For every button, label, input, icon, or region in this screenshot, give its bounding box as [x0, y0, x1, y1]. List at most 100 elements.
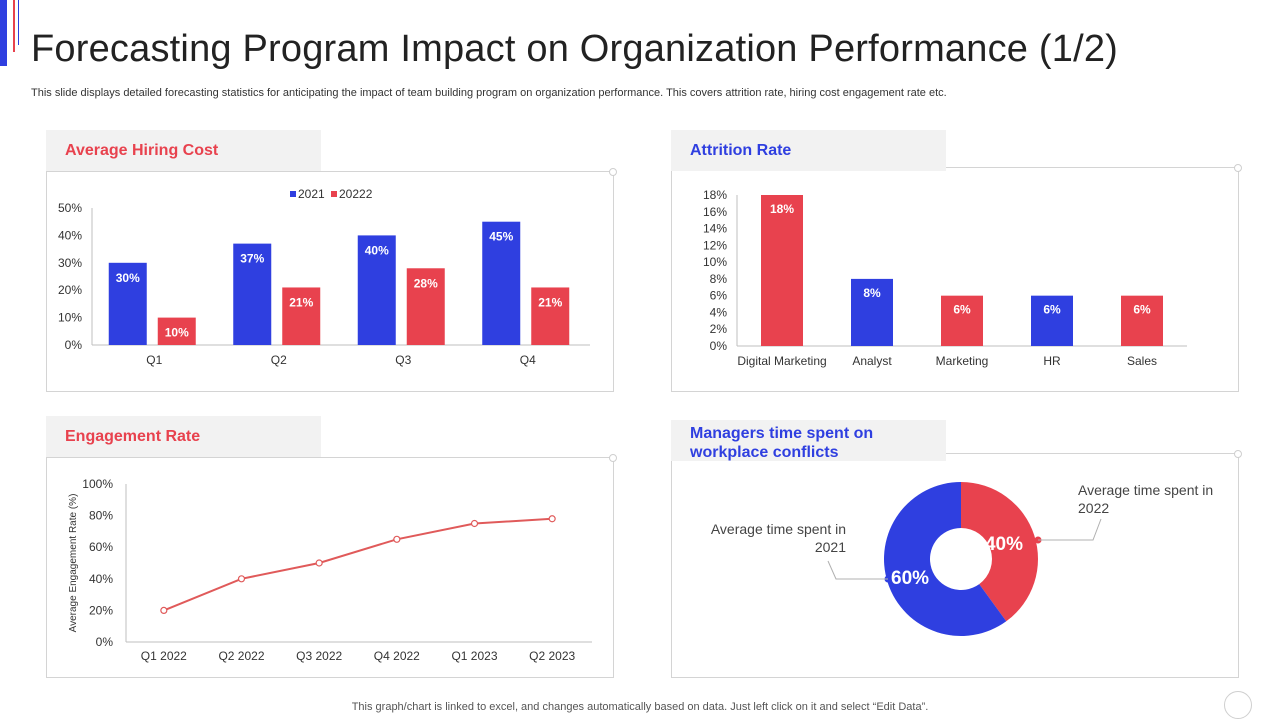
accent-line [13, 0, 15, 52]
y-tick-label: 16% [703, 205, 727, 219]
category-label-2022-line2: 2022 [1078, 500, 1109, 516]
bar-2021-Q2 [233, 243, 272, 345]
y-tick-label: 6% [710, 289, 728, 303]
legend-swatch-2021 [290, 191, 296, 197]
y-tick-label: 0% [65, 338, 83, 352]
y-tick-label: 20% [89, 603, 113, 617]
panel-corner-dot [1234, 450, 1242, 458]
x-tick-label: Q3 [395, 353, 411, 367]
data-label: 40% [365, 243, 389, 257]
leader-line-2021 [827, 560, 888, 580]
x-tick-label: Q1 [146, 353, 162, 367]
hiring-cost-title: Average Hiring Cost [65, 142, 219, 159]
data-point-Q4 2022 [393, 535, 401, 543]
data-label: 6% [1133, 303, 1151, 317]
y-tick-label: 12% [703, 238, 727, 252]
data-point-Q2 2022 [237, 575, 246, 583]
category-label-2022-line1: Average time spent in [1078, 482, 1213, 498]
data-label: 6% [953, 303, 971, 317]
y-tick-label: 2% [710, 322, 728, 336]
page-title: Forecasting Program Impact on Organizati… [31, 28, 1119, 70]
hiring-cost-header [46, 130, 321, 171]
data-label: 6% [1043, 303, 1061, 317]
attrition-header [671, 130, 946, 171]
accent-bar [0, 0, 7, 66]
data-label: 21% [538, 295, 562, 309]
y-tick-label: 60% [89, 540, 113, 554]
engagement-header [46, 416, 321, 457]
category-label-2021-line1: Average time spent in [711, 521, 846, 537]
x-tick-label: HR [1043, 354, 1061, 368]
bar-Digital Marketing [761, 195, 803, 346]
bar-Sales [1121, 295, 1163, 346]
y-tick-label: 30% [58, 256, 82, 270]
y-tick-label: 18% [703, 188, 727, 202]
donut-slice-2021 [884, 482, 1007, 636]
data-label: 10% [165, 326, 189, 340]
data-label: 28% [414, 276, 438, 290]
x-tick-label: Q1 2023 [451, 649, 497, 663]
bar-Analyst [851, 278, 893, 346]
x-tick-label: Q4 [520, 353, 536, 367]
x-tick-label: Q2 2023 [529, 649, 575, 663]
data-point-Q1 2022 [160, 606, 168, 614]
leader-line-2022 [1038, 518, 1102, 541]
bar-2021-Q4 [482, 221, 521, 345]
y-tick-label: 10% [58, 311, 82, 325]
x-tick-label: Sales [1127, 354, 1157, 368]
data-label: 21% [289, 295, 313, 309]
y-axis-title: Average Engagement Rate (%) [68, 494, 79, 633]
x-tick-label: Q2 [271, 353, 287, 367]
bar-2021-Q1 [108, 262, 147, 345]
panel-corner-dot [1234, 164, 1242, 172]
data-label: 37% [240, 252, 264, 266]
slice-label-2021: 60% [891, 568, 929, 589]
attrition-title: Attrition Rate [690, 142, 792, 159]
y-tick-label: 40% [58, 228, 82, 242]
y-tick-label: 4% [710, 305, 728, 319]
engagement-chart: 0% 20% 40% 60% 80% 100%Average Engagement Rat… [68, 477, 592, 663]
panel-corner-dot [609, 454, 617, 462]
managers-header [671, 420, 946, 461]
y-tick-label: 80% [89, 509, 113, 523]
y-tick-label: 50% [58, 201, 82, 215]
bar-HR [1031, 295, 1073, 346]
x-tick-label: Q1 2022 [141, 649, 187, 663]
x-tick-label: Q2 2022 [218, 649, 264, 663]
y-tick-label: 10% [703, 255, 727, 269]
hiring-cost-chart: 0% 10% 20% 30% 40% 50% Q1 30% 10% Q2 37% 21% Q3 40% 28… [58, 187, 590, 367]
y-tick-label: 20% [58, 283, 82, 297]
x-tick-label: Analyst [852, 354, 892, 368]
x-tick-label: Marketing [936, 354, 989, 368]
y-tick-label: 8% [710, 272, 728, 286]
managers-title: Managers time spent on workplace conflic… [690, 424, 873, 462]
legend-swatch-20222 [331, 191, 337, 197]
category-label-2021-line2: 2021 [815, 539, 846, 555]
accent-line-thin [18, 0, 19, 45]
data-label: 8% [863, 286, 881, 300]
attrition-chart: 0% 2% 4% 6% 8% 10% 12% 14% 16% 18% 18% Digital Mark… [703, 188, 1187, 368]
engagement-title: Engagement Rate [65, 428, 201, 445]
bar-20222-Q2 [282, 287, 321, 345]
donut-slice-2022 [961, 482, 1038, 622]
bar-20222-Q1 [157, 317, 196, 345]
x-tick-label: Q3 2022 [296, 649, 342, 663]
y-tick-label: 100% [82, 477, 113, 491]
data-label: 45% [489, 230, 513, 244]
x-tick-label: Q4 2022 [374, 649, 420, 663]
bar-2021-Q3 [357, 235, 396, 345]
footer-note: This graph/chart is linked to excel, and… [351, 701, 929, 713]
y-tick-label: 0% [710, 339, 728, 353]
slice-label-2022: 40% [985, 534, 1023, 555]
data-point-Q3 2022 [315, 559, 323, 567]
legend-label-20222: 20222 [339, 187, 373, 201]
page-subtitle: This slide displays detailed forecasting… [31, 87, 947, 99]
y-tick-label: 14% [703, 222, 727, 236]
bar-20222-Q4 [531, 287, 570, 345]
x-tick-label: Digital Marketing [737, 354, 826, 368]
managers-title-line2: workplace conflicts [690, 444, 839, 461]
data-point-Q1 2023 [470, 519, 479, 528]
data-label: 30% [116, 271, 140, 285]
y-tick-label: 0% [96, 635, 114, 649]
engagement-line [163, 517, 553, 612]
